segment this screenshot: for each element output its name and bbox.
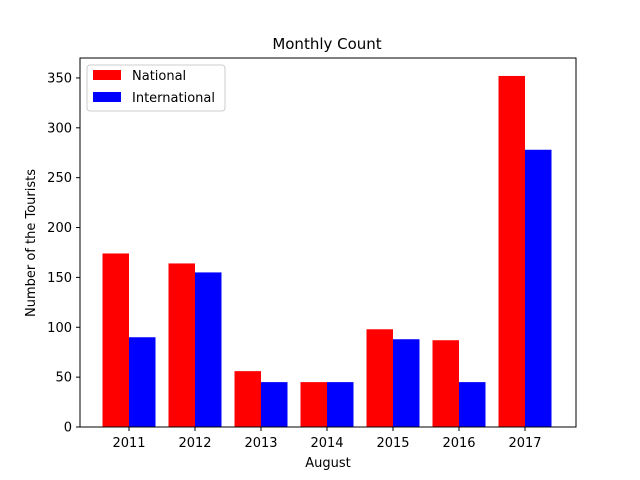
x-tick-label: 2016 [442,436,475,451]
y-tick-label: 50 [55,371,72,386]
plot-frame [79,57,577,428]
bar-international-2014 [327,382,354,427]
legend-label-national: National [132,69,186,84]
x-tick-label: 2015 [376,436,409,451]
x-ticks-group: 2011 2012 2013 2014 2015 2016 2017 [112,427,542,451]
y-tick-label: 200 [47,221,72,236]
y-tick-label: 300 [47,121,72,136]
bar-international-2013 [261,382,288,427]
bar-national-2015 [366,329,393,427]
legend: National International [86,64,226,112]
legend-swatch-international [93,92,121,102]
y-axis-label: Number of the Tourists [24,169,39,317]
x-tick-label: 2012 [178,436,211,451]
bar-national-2013 [234,371,261,427]
x-tick-label: 2017 [508,436,541,451]
y-tick-label: 250 [47,171,72,186]
bar-national-2012 [168,263,195,427]
y-tick-label: 350 [47,71,72,86]
bar-international-2012 [195,272,222,427]
legend-label-international: International [132,91,215,106]
y-tick-label: 0 [64,421,72,436]
bars-group [102,75,552,428]
y-tick-label: 100 [47,321,72,336]
x-tick-label: 2013 [244,436,277,451]
bar-international-2011 [129,337,156,427]
x-axis-label: August [305,456,351,471]
bar-national-2014 [300,382,327,427]
y-tick-label: 150 [47,271,72,286]
chart-title: Monthly Count [272,35,381,53]
x-tick-label: 2014 [310,436,343,451]
legend-swatch-national [93,70,121,80]
bar-national-2017 [498,75,525,427]
bar-national-2016 [432,340,459,427]
bar-national-2011 [102,253,129,427]
bar-international-2015 [393,339,420,427]
bar-international-2016 [459,382,486,427]
x-tick-label: 2011 [112,436,145,451]
bar-international-2017 [525,149,552,428]
legend-frame [86,64,226,112]
y-ticks-group: 0 50 100 150 200 250 300 350 [47,71,80,436]
